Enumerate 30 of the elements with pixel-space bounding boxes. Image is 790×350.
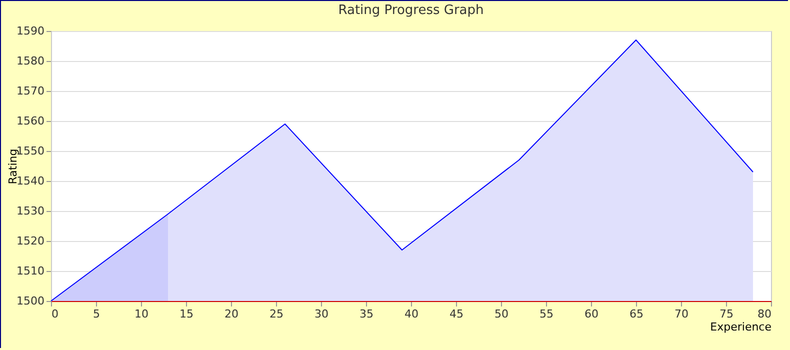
y-tick-label: 1530 — [16, 204, 44, 218]
y-tick-label: 1500 — [16, 294, 44, 308]
x-tick-label: 60 — [584, 308, 598, 320]
y-tick-label: 1520 — [16, 234, 44, 248]
x-tick-label: 15 — [180, 308, 194, 320]
x-axis-title: Experience — [710, 320, 772, 334]
x-tick-label: 10 — [134, 308, 148, 320]
line-series — [50, 40, 754, 302]
y-tick-label: 1560 — [16, 114, 44, 128]
y-tick-label: 1540 — [16, 174, 44, 188]
x-tick-label: 30 — [314, 308, 328, 320]
x-tick-label: 35 — [360, 308, 374, 320]
x-tick-label: 70 — [674, 308, 688, 320]
x-tick-label: 25 — [270, 308, 284, 320]
x-tick-label: 45 — [450, 308, 464, 320]
y-tick-label: 1550 — [16, 144, 44, 158]
y-tick-label: 1570 — [16, 84, 44, 98]
y-tick-label: 1510 — [16, 264, 44, 278]
x-tick-label: 50 — [494, 308, 508, 320]
x-tick-label: 65 — [630, 308, 644, 320]
x-tick-label: 5 — [93, 308, 100, 320]
y-tick-label: 1580 — [16, 54, 44, 68]
chart-title: Rating Progress Graph — [338, 3, 484, 18]
x-tick-label: 0 — [52, 308, 58, 320]
x-tick-label: 40 — [404, 308, 418, 320]
y-tick-label: 1590 — [16, 24, 44, 38]
x-tick-label: 80 — [758, 308, 772, 320]
x-tick-label: 55 — [540, 308, 554, 320]
x-tick-label: 20 — [224, 308, 238, 320]
x-tick-label: 75 — [720, 308, 734, 320]
